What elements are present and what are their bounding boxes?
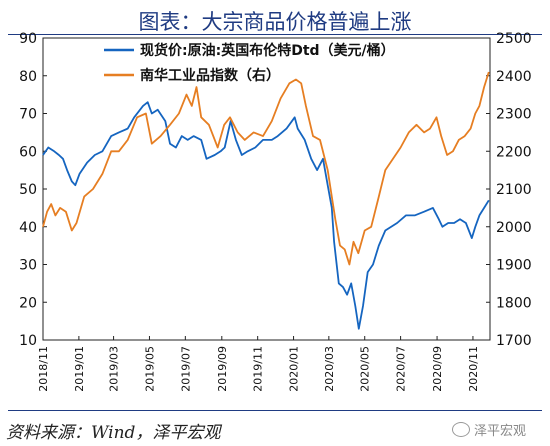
y-left-tick-label: 80 xyxy=(19,69,37,85)
y-right-tick-label: 2100 xyxy=(496,182,532,198)
title-divider xyxy=(8,34,542,35)
x-tick-label: 2020/07 xyxy=(395,346,408,392)
x-tick-label: 2020/09 xyxy=(431,346,444,392)
y-right-tick-label: 2500 xyxy=(496,31,532,47)
wechat-icon xyxy=(452,422,470,437)
y-right-tick-label: 2300 xyxy=(496,107,532,123)
legend-label-nanhua: 南华工业品指数（右） xyxy=(140,67,280,84)
x-tick-label: 2019/05 xyxy=(143,346,156,392)
watermark-text: 泽平宏观 xyxy=(474,424,527,439)
y-left-tick-label: 60 xyxy=(19,144,37,160)
x-tick-label: 2020/03 xyxy=(323,346,336,392)
y-right-tick-label: 1900 xyxy=(496,258,532,274)
y-left-tick-label: 90 xyxy=(19,31,37,47)
source-divider xyxy=(8,410,542,411)
x-tick-label: 2019/09 xyxy=(216,346,229,392)
series-line-brent xyxy=(42,101,490,330)
x-tick-label: 2019/07 xyxy=(179,346,192,392)
y-left-tick-label: 40 xyxy=(19,220,37,236)
series-line-nanhua xyxy=(42,71,490,266)
x-tick-label: 2018/11 xyxy=(37,346,50,392)
x-tick-label: 2019/11 xyxy=(252,346,265,392)
source-note: 资料来源：Wind，泽平宏观 xyxy=(6,423,221,443)
y-right-tick-label: 2200 xyxy=(496,144,532,160)
x-tick-label: 2019/03 xyxy=(108,346,121,392)
chart-title: 图表：大宗商品价格普遍上涨 xyxy=(138,10,412,34)
y-right-tick-label: 2400 xyxy=(496,69,532,85)
x-tick-label: 2019/01 xyxy=(73,346,86,392)
y-left-tick-label: 10 xyxy=(19,333,37,349)
x-tick-label: 2020/11 xyxy=(467,346,480,392)
y-left-tick-label: 50 xyxy=(19,182,37,198)
legend-label-brent: 现货价:原油:英国布伦特Dtd（美元/桶） xyxy=(140,42,395,59)
y-left-tick-label: 30 xyxy=(19,258,37,274)
y-right-tick-label: 1700 xyxy=(496,333,532,349)
watermark: 泽平宏观 xyxy=(452,420,526,439)
x-tick-label: 2020/01 xyxy=(288,346,301,392)
y-left-tick-label: 20 xyxy=(19,295,37,311)
y-left-tick-label: 70 xyxy=(19,107,37,123)
y-right-tick-label: 1800 xyxy=(496,295,532,311)
y-right-tick-label: 2000 xyxy=(496,220,532,236)
x-tick-label: 2020/05 xyxy=(359,346,372,392)
